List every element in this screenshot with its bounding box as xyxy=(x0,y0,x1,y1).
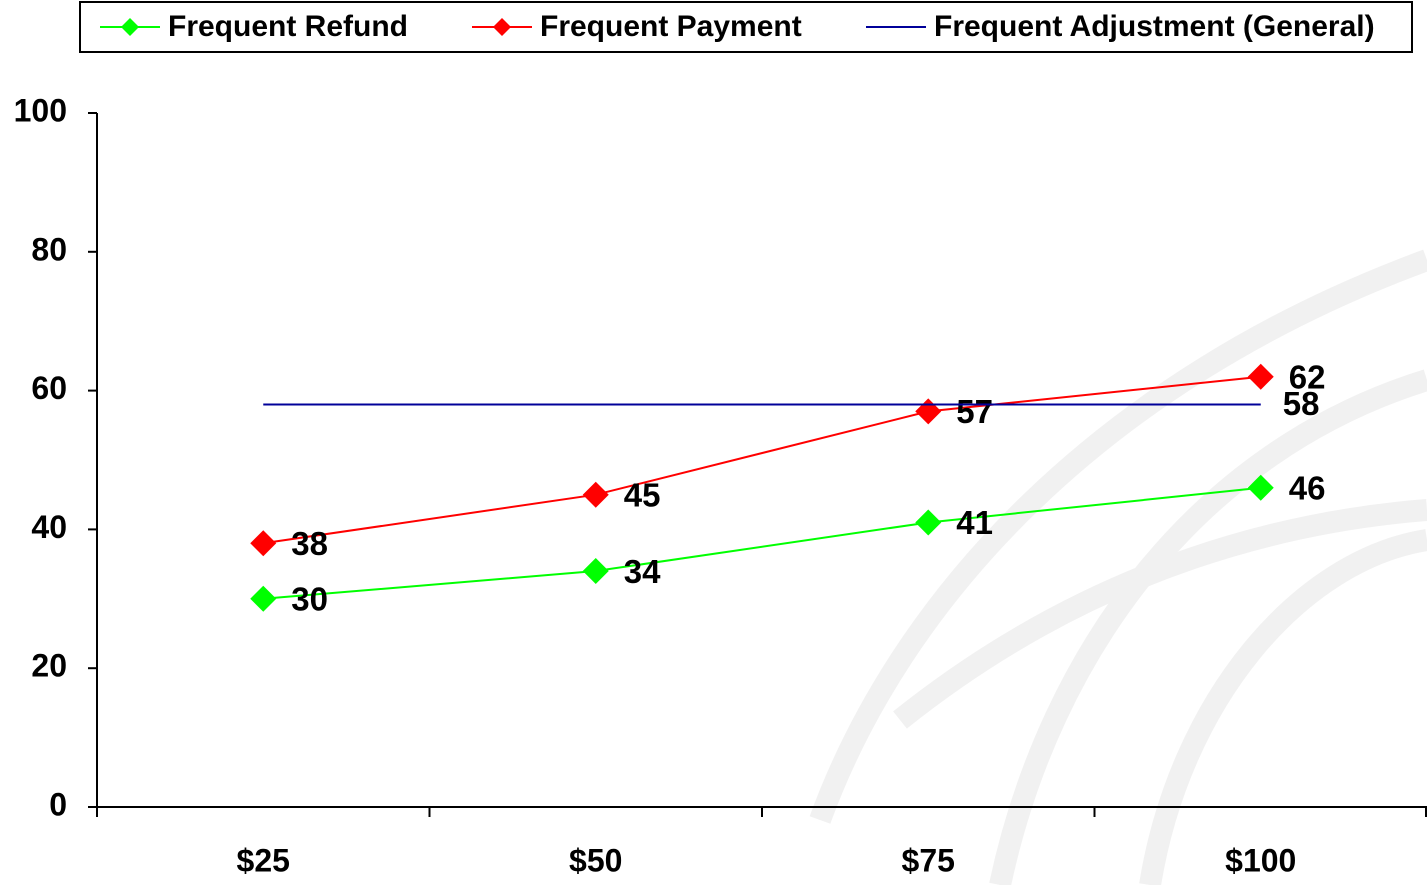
data-label: 46 xyxy=(1289,469,1326,506)
point-marker xyxy=(1247,363,1274,390)
y-tick-label: 60 xyxy=(31,370,67,406)
data-label: 62 xyxy=(1289,358,1326,395)
x-tick-label: $50 xyxy=(569,842,622,878)
legend-marker xyxy=(493,18,511,36)
series-line xyxy=(263,486,1261,600)
y-tick-label: 100 xyxy=(14,92,67,128)
data-label: 41 xyxy=(956,504,993,541)
data-label: 34 xyxy=(624,553,661,590)
point-marker xyxy=(250,530,277,557)
y-tick-label: 80 xyxy=(31,231,67,267)
legend-marker xyxy=(121,18,139,36)
point-marker xyxy=(915,398,942,425)
data-label: 58 xyxy=(1283,385,1320,422)
x-tick-label: $75 xyxy=(902,842,955,878)
point-marker xyxy=(915,509,942,536)
y-tick-label: 20 xyxy=(31,648,67,684)
x-tick-label: $100 xyxy=(1225,842,1296,878)
data-label: 45 xyxy=(624,476,661,513)
point-marker xyxy=(582,558,609,585)
x-tick-label: $25 xyxy=(237,842,290,878)
watermark xyxy=(809,249,1427,885)
legend-label: Frequent Refund xyxy=(168,10,408,43)
legend-label: Frequent Adjustment (General) xyxy=(934,10,1375,43)
legend-label: Frequent Payment xyxy=(540,10,802,43)
series-line xyxy=(263,375,1261,545)
point-marker xyxy=(250,585,277,612)
y-tick-label: 40 xyxy=(31,509,67,545)
point-marker xyxy=(1247,474,1274,501)
data-label: 30 xyxy=(291,581,328,618)
data-label: 38 xyxy=(291,525,328,562)
point-marker xyxy=(582,481,609,508)
data-label: 57 xyxy=(956,393,993,430)
legend-box xyxy=(79,1,1413,53)
y-tick-label: 0 xyxy=(49,786,67,822)
